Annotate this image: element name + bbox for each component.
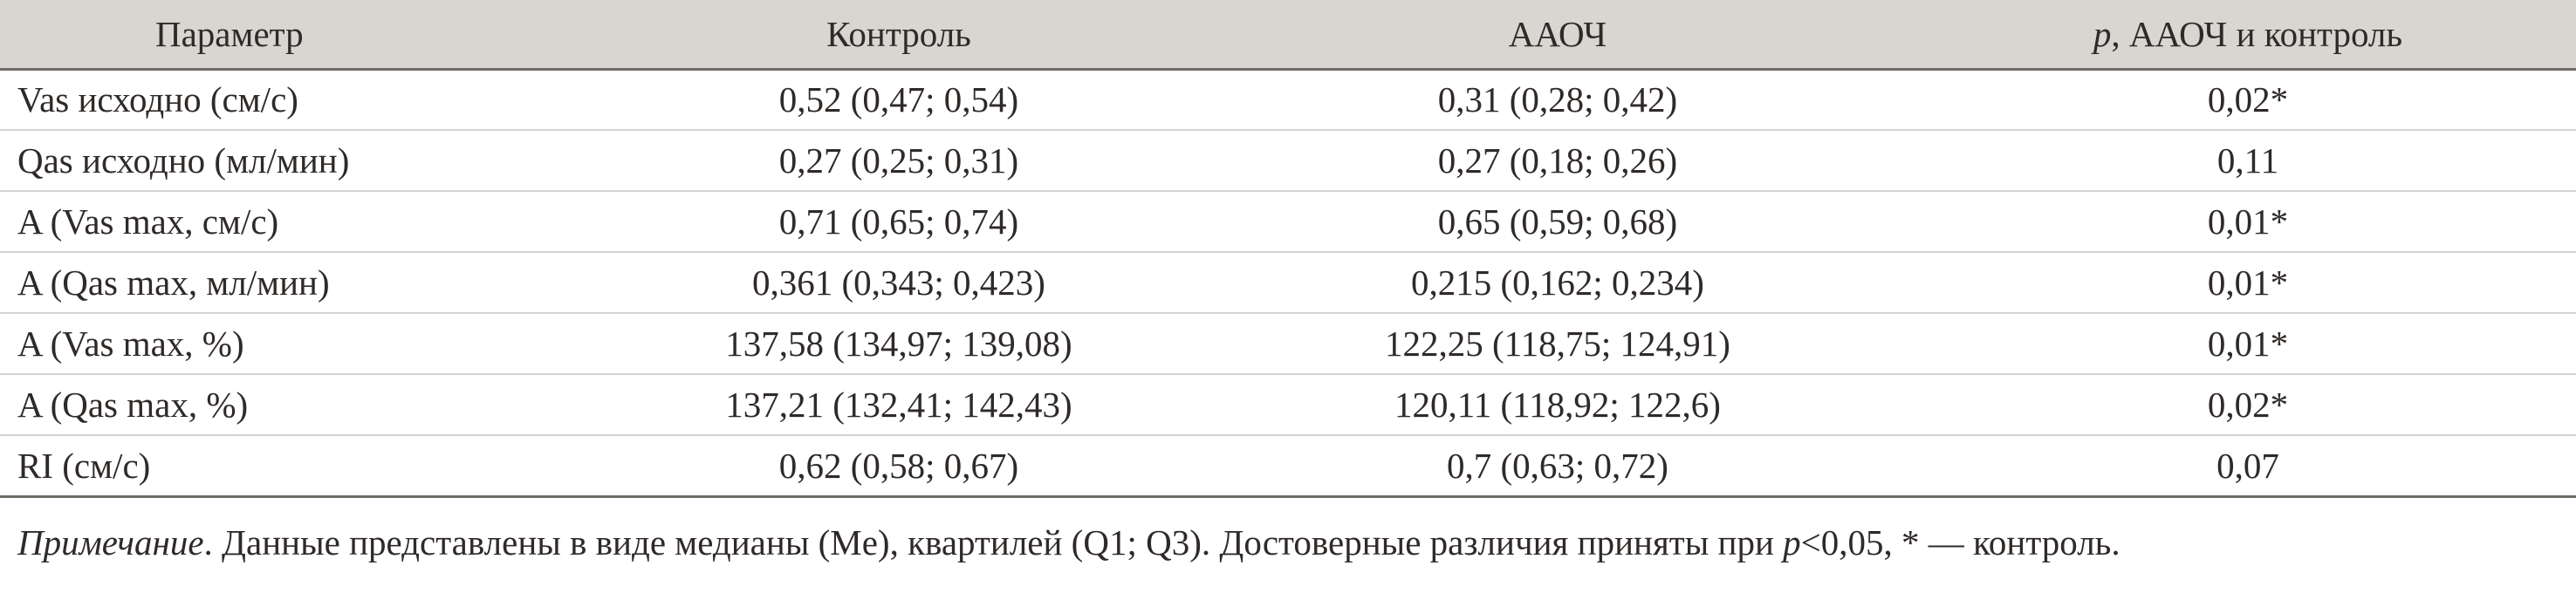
- table-row: RI (см/с) 0,62 (0,58; 0,67) 0,7 (0,63; 0…: [0, 435, 2576, 498]
- cell-control: 0,361 (0,343; 0,423): [602, 252, 1196, 314]
- cell-p-value: 0,07: [1920, 435, 2576, 498]
- header-p-symbol: p: [2093, 13, 2112, 54]
- cell-aaoch: 122,25 (118,75; 124,91): [1196, 313, 1920, 375]
- table-footnote: Примечание. Данные представлены в виде м…: [17, 521, 2566, 563]
- cell-p-value: 0,01*: [1920, 252, 2576, 314]
- cell-aaoch: 120,11 (118,92; 122,6): [1196, 374, 1920, 436]
- cell-control: 0,62 (0,58; 0,67): [602, 435, 1196, 498]
- footnote-label: Примечание: [17, 522, 204, 562]
- table-row: Vas исходно (см/с) 0,52 (0,47; 0,54) 0,3…: [0, 69, 2576, 131]
- cell-param: A (Vas max, %): [0, 313, 602, 375]
- header-param: Параметр: [0, 0, 602, 71]
- cell-control: 0,71 (0,65; 0,74): [602, 191, 1196, 253]
- cell-p-value: 0,11: [1920, 130, 2576, 192]
- cell-control: 0,27 (0,25; 0,31): [602, 130, 1196, 192]
- cell-aaoch: 0,215 (0,162; 0,234): [1196, 252, 1920, 314]
- cell-param: A (Qas max, мл/мин): [0, 252, 602, 314]
- results-table: Параметр Контроль ААОЧ p, ААОЧ и контрол…: [0, 0, 2576, 498]
- table-row: A (Qas max, мл/мин) 0,361 (0,343; 0,423)…: [0, 252, 2576, 314]
- cell-control: 137,21 (132,41; 142,43): [602, 374, 1196, 436]
- cell-param: A (Qas max, %): [0, 374, 602, 436]
- cell-param: A (Vas max, см/с): [0, 191, 602, 253]
- header-row: Параметр Контроль ААОЧ p, ААОЧ и контрол…: [0, 0, 2576, 71]
- table-row: A (Qas max, %) 137,21 (132,41; 142,43) 1…: [0, 374, 2576, 436]
- cell-aaoch: 0,65 (0,59; 0,68): [1196, 191, 1920, 253]
- cell-param: Qas исходно (мл/мин): [0, 130, 602, 192]
- footnote-p-symbol: p: [1783, 522, 1801, 562]
- table-row: A (Vas max, %) 137,58 (134,97; 139,08) 1…: [0, 313, 2576, 375]
- header-p-label: , ААОЧ и контроль: [2111, 13, 2403, 54]
- footnote-text: . Данные представлены в виде медианы (Me…: [203, 522, 1784, 562]
- cell-p-value: 0,02*: [1920, 374, 2576, 436]
- table-header: Параметр Контроль ААОЧ p, ААОЧ и контрол…: [0, 0, 2576, 71]
- cell-p-value: 0,01*: [1920, 313, 2576, 375]
- cell-aaoch: 0,7 (0,63; 0,72): [1196, 435, 1920, 498]
- table-row: A (Vas max, см/с) 0,71 (0,65; 0,74) 0,65…: [0, 191, 2576, 253]
- cell-aaoch: 0,31 (0,28; 0,42): [1196, 69, 1920, 131]
- table-row: Qas исходно (мл/мин) 0,27 (0,25; 0,31) 0…: [0, 130, 2576, 192]
- table-body: Vas исходно (см/с) 0,52 (0,47; 0,54) 0,3…: [0, 69, 2576, 498]
- footnote-text-end: <0,05, * — контроль.: [1800, 522, 2120, 562]
- cell-param: Vas исходно (см/с): [0, 69, 602, 131]
- cell-p-value: 0,01*: [1920, 191, 2576, 253]
- cell-control: 0,52 (0,47; 0,54): [602, 69, 1196, 131]
- cell-control: 137,58 (134,97; 139,08): [602, 313, 1196, 375]
- header-p-value: p, ААОЧ и контроль: [1920, 0, 2576, 71]
- header-control: Контроль: [602, 0, 1196, 71]
- cell-aaoch: 0,27 (0,18; 0,26): [1196, 130, 1920, 192]
- cell-p-value: 0,02*: [1920, 69, 2576, 131]
- cell-param: RI (см/с): [0, 435, 602, 498]
- header-aaoch: ААОЧ: [1196, 0, 1920, 71]
